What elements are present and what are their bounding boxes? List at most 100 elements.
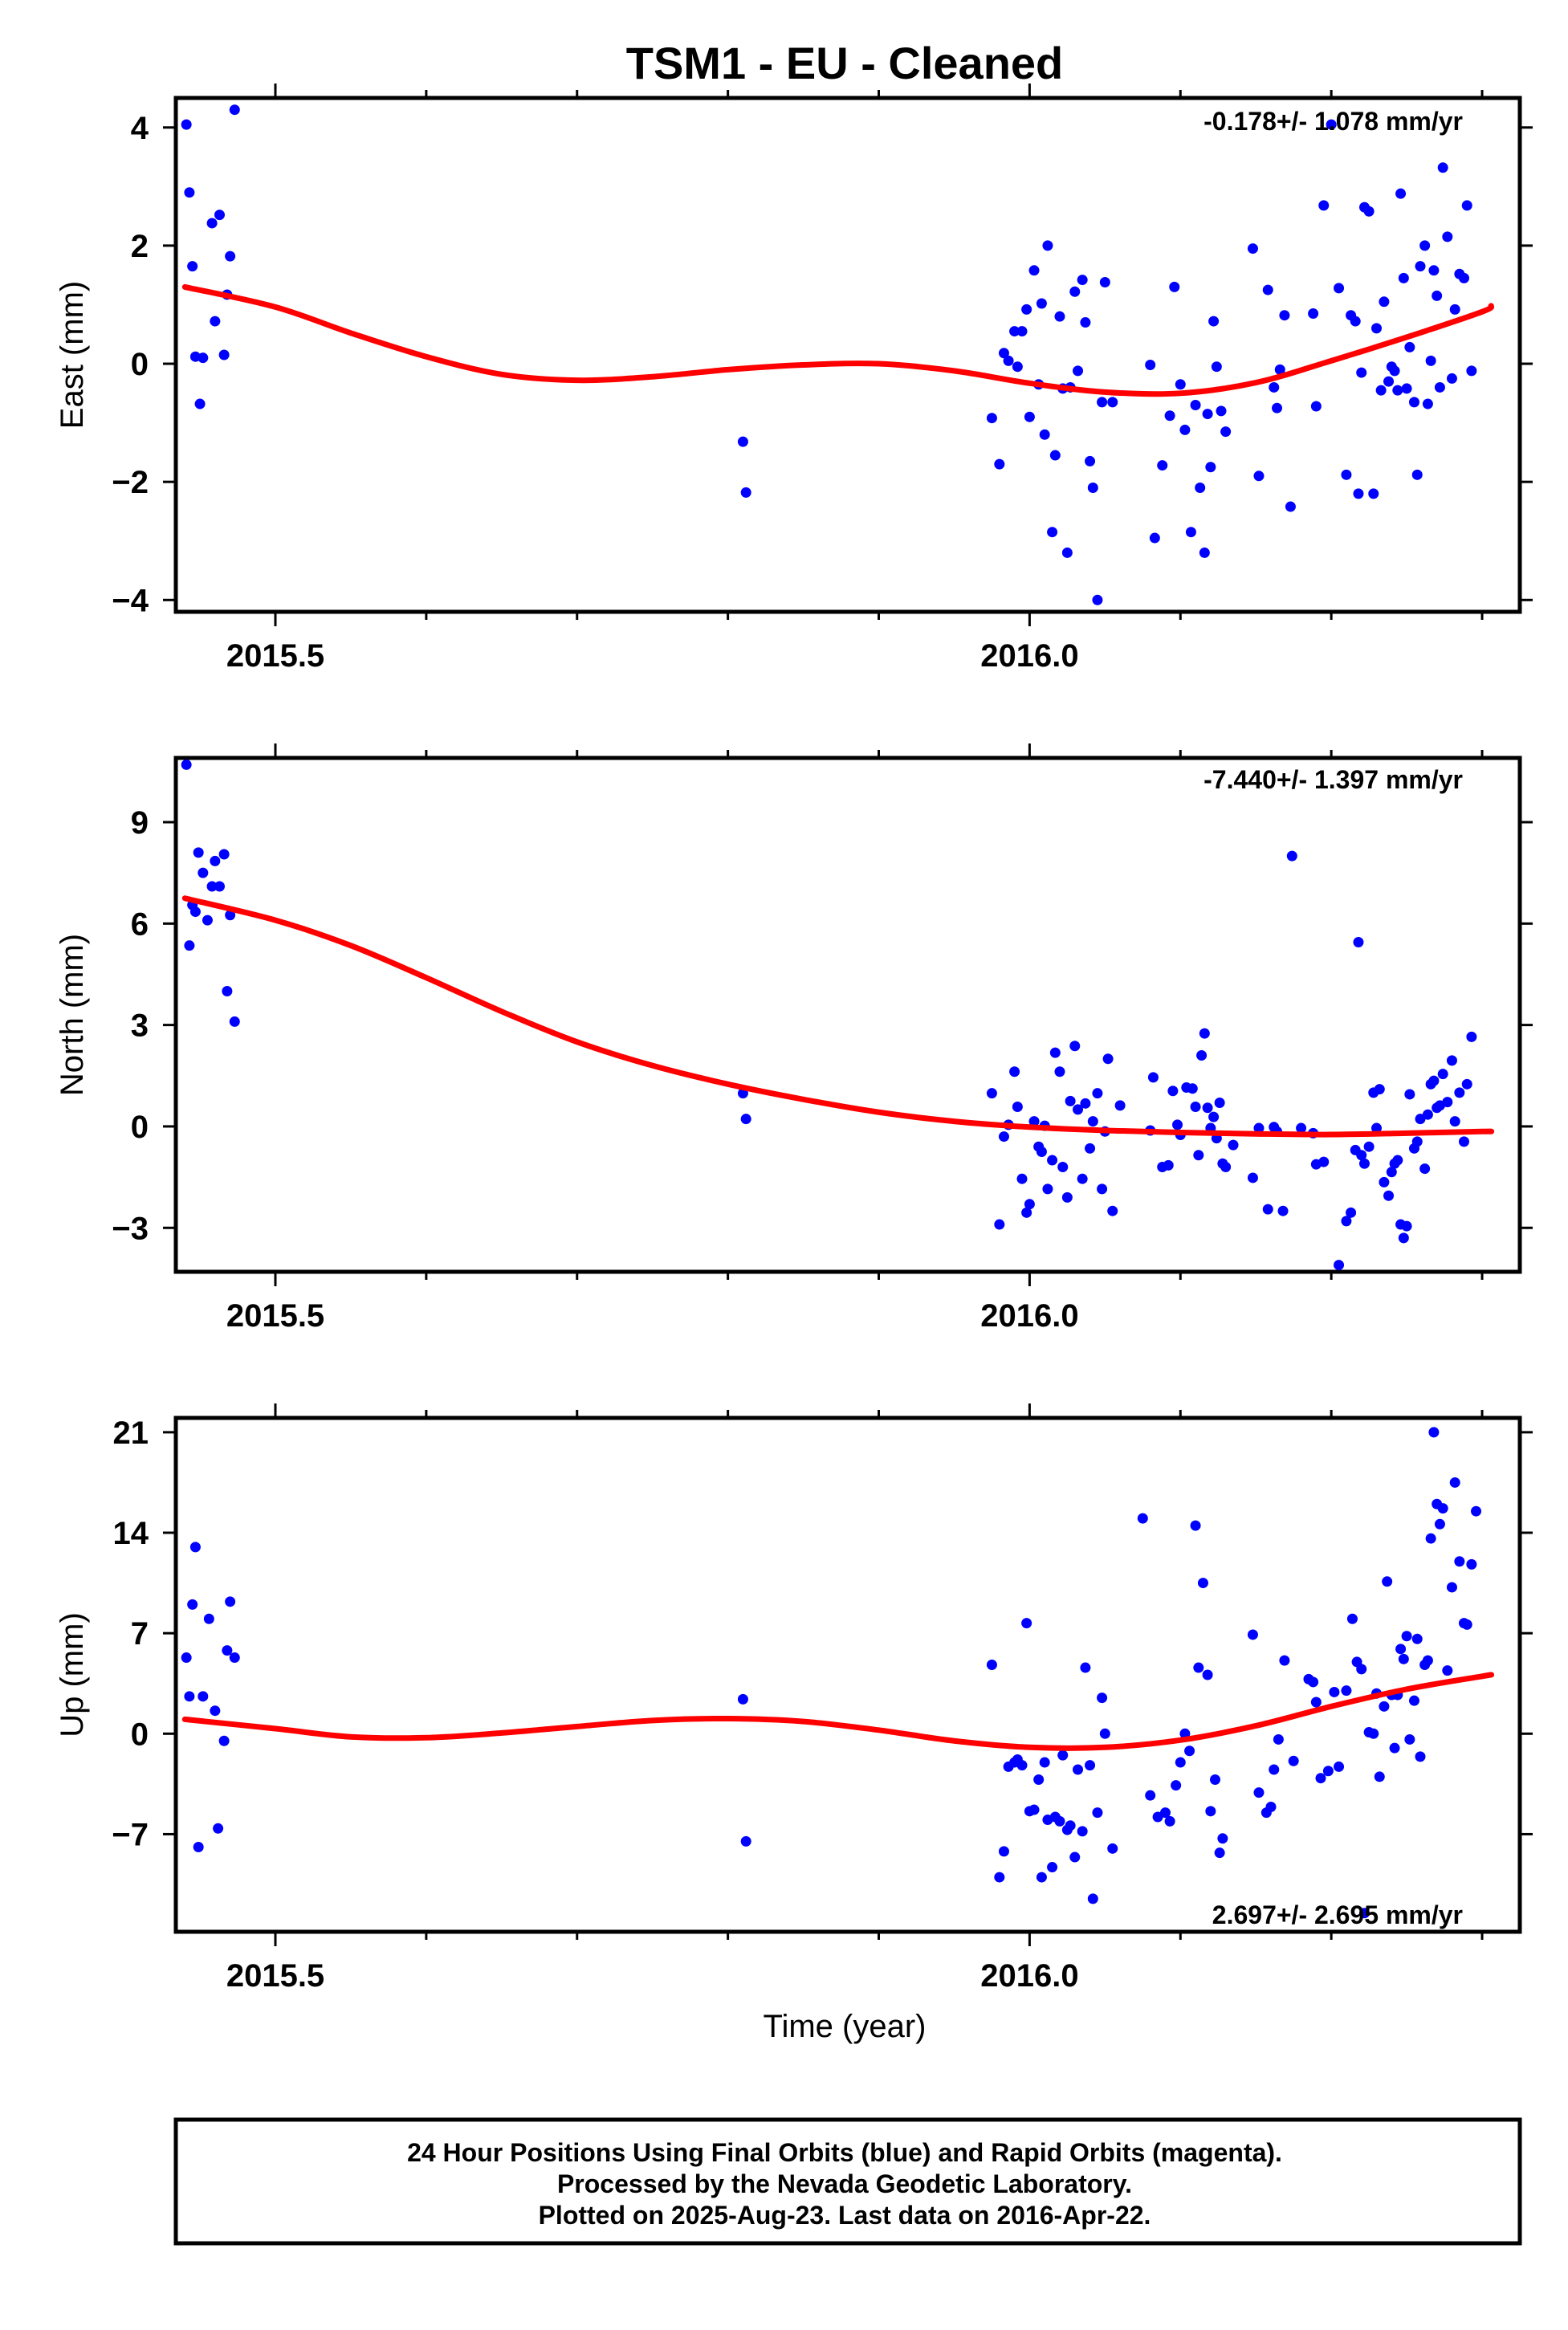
north-data-point	[1220, 1161, 1232, 1172]
up-data-point	[1471, 1505, 1482, 1517]
north-y-tick-label: −3	[112, 1211, 149, 1246]
up-y-tick-label: 14	[113, 1516, 149, 1551]
footer-line-2: Processed by the Nevada Geodetic Laborat…	[557, 2169, 1132, 2198]
footer-box	[173, 2117, 1522, 2246]
up-data-point	[740, 1835, 751, 1847]
up-data-point	[994, 1872, 1005, 1883]
up-data-point	[1209, 1774, 1220, 1786]
north-data-point	[998, 1131, 1009, 1143]
up-data-point	[1356, 1664, 1367, 1675]
north-data-point	[1461, 1078, 1472, 1090]
up-data-point	[1422, 1655, 1433, 1666]
up-data-point	[1269, 1764, 1280, 1775]
north-y-tick-label: 6	[131, 906, 149, 942]
up-panel: −7 0 7 14 21 2015.5 2016.0 Up (mm) 2.697+/- 2.69…	[55, 1403, 1533, 1994]
up-data-point	[1368, 1728, 1379, 1739]
north-data-point	[1398, 1232, 1409, 1244]
north-data-point	[1028, 1116, 1040, 1127]
east-data-point	[1310, 401, 1322, 412]
east-data-point	[1458, 272, 1469, 283]
north-data-point	[1042, 1183, 1053, 1195]
north-data-point	[1415, 1114, 1426, 1125]
north-data-point	[1208, 1111, 1220, 1122]
north-data-point	[1356, 1150, 1367, 1161]
north-data-point	[1296, 1122, 1307, 1134]
up-rate-label: 2.697+/- 2.695 mm/yr	[1212, 1900, 1463, 1929]
north-data-point	[222, 986, 233, 997]
north-data-point	[1065, 1095, 1076, 1106]
east-data-point	[198, 352, 209, 364]
east-plot-frame	[173, 96, 1522, 614]
north-data-point	[1411, 1136, 1423, 1147]
east-data-point	[1279, 310, 1290, 321]
up-data-point	[1346, 1613, 1358, 1624]
east-data-point	[187, 261, 198, 272]
up-data-point	[1379, 1701, 1390, 1712]
north-data-point	[1009, 1066, 1020, 1077]
north-panel: −3 0 3 6 9 2015.5 2016.0 North (mm) -7.440+/- 1.…	[55, 743, 1533, 1334]
chart-title: TSM1 - EU - Cleaned	[626, 38, 1064, 88]
up-data-point	[1190, 1520, 1201, 1531]
east-data-point	[1425, 355, 1436, 366]
up-data-point	[1080, 1662, 1091, 1673]
east-data-point	[1274, 364, 1285, 375]
up-data-point	[986, 1659, 997, 1670]
up-data-point	[1137, 1513, 1148, 1524]
east-data-point	[1404, 341, 1415, 352]
east-data-point	[1179, 424, 1191, 435]
east-data-point	[1216, 405, 1227, 417]
east-rate-label: -0.178+/- 1.078 mm/yr	[1203, 107, 1463, 136]
north-data-point	[1401, 1220, 1412, 1232]
up-data-point	[198, 1691, 209, 1702]
east-data-point	[1087, 483, 1098, 494]
east-data-point	[1326, 119, 1337, 130]
up-data-point	[1408, 1695, 1419, 1706]
up-data-point	[1265, 1801, 1277, 1812]
up-data-point	[1273, 1733, 1284, 1745]
north-data-point	[225, 910, 236, 921]
up-data-point	[1054, 1815, 1065, 1827]
north-data-point	[1404, 1089, 1415, 1100]
east-y-tick-label: −4	[112, 583, 149, 618]
up-data-point	[1449, 1477, 1460, 1488]
east-data-point	[1205, 462, 1216, 473]
east-data-point	[1024, 411, 1035, 422]
north-data-point	[1341, 1216, 1352, 1227]
up-data-point	[218, 1735, 230, 1746]
up-data-point	[1401, 1631, 1412, 1642]
east-data-point	[1199, 547, 1210, 558]
north-data-point	[1077, 1173, 1088, 1184]
north-data-point	[206, 881, 218, 892]
up-data-point	[1398, 1653, 1409, 1664]
east-data-point	[1092, 594, 1103, 605]
east-data-point	[740, 487, 751, 498]
north-data-point	[1428, 1075, 1440, 1086]
north-data-point	[189, 906, 201, 918]
east-data-point	[1437, 162, 1448, 173]
north-data-point	[1061, 1191, 1073, 1203]
up-data-point	[1358, 1908, 1370, 1919]
east-data-point	[184, 187, 195, 198]
east-data-point	[1149, 532, 1160, 544]
up-data-point	[1087, 1893, 1098, 1904]
up-data-point	[1428, 1427, 1440, 1438]
north-data-point	[1202, 1102, 1213, 1114]
north-y-tick-label: 9	[131, 805, 149, 841]
north-data-point	[214, 881, 225, 892]
north-x-tick-label: 2015.5	[226, 1298, 324, 1334]
east-data-point	[1356, 367, 1367, 378]
up-data-point	[1184, 1745, 1195, 1757]
east-data-point	[1449, 303, 1460, 315]
east-x-tick-label: 2015.5	[226, 638, 324, 674]
east-data-point	[194, 398, 206, 409]
up-data-point	[1395, 1644, 1407, 1655]
up-data-point	[737, 1693, 748, 1705]
up-data-point	[1466, 1558, 1477, 1570]
east-data-point	[1422, 398, 1433, 409]
north-data-point	[1446, 1055, 1457, 1066]
north-data-point	[1049, 1047, 1061, 1058]
east-data-point	[1272, 402, 1283, 413]
north-data-point	[740, 1114, 751, 1125]
east-data-point	[1389, 365, 1400, 377]
up-data-point	[225, 1596, 236, 1607]
